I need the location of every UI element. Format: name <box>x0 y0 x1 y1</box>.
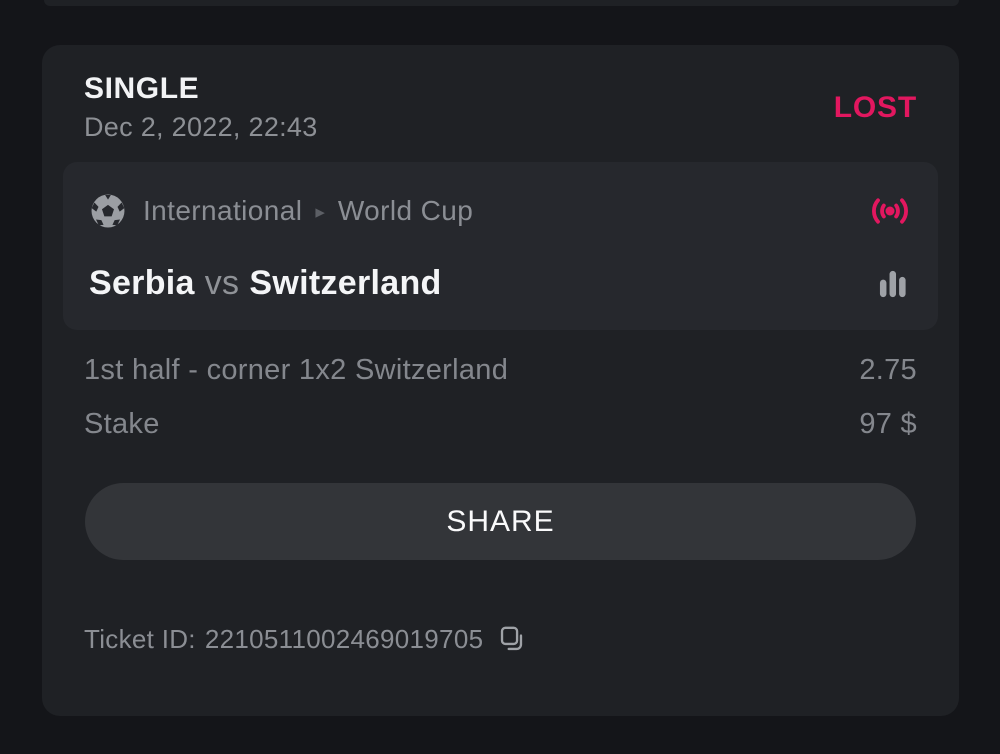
ticket-header: SINGLE Dec 2, 2022, 22:43 LOST <box>84 72 917 143</box>
bet-odds-value: 2.75 <box>859 354 917 386</box>
bet-selection-row: 1st half - corner 1x2 Switzerland 2.75 <box>84 354 917 387</box>
breadcrumb-separator-icon: ▸ <box>315 201 325 223</box>
ticket-id-label: Ticket ID: <box>84 624 196 654</box>
bet-type-label: SINGLE <box>84 72 200 105</box>
copy-icon[interactable] <box>498 625 525 654</box>
live-broadcast-icon <box>872 198 908 224</box>
match-card[interactable]: International ▸ World Cup Serbia vs Switze… <box>63 162 938 330</box>
status-badge: LOST <box>833 90 917 124</box>
stake-label: Stake <box>84 408 160 440</box>
ticket-header-left: SINGLE Dec 2, 2022, 22:43 <box>84 72 318 143</box>
ticket-id-row: Ticket ID: 2210511002469019705 <box>84 624 917 655</box>
bar-chart-icon[interactable] <box>872 267 912 301</box>
bet-ticket-card: SINGLE Dec 2, 2022, 22:43 LOST Internati… <box>42 45 959 716</box>
vs-label: vs <box>204 264 240 302</box>
share-button[interactable]: SHARE <box>85 483 916 560</box>
match-title-row: Serbia vs Switzerland <box>89 264 912 303</box>
previous-ticket-card-edge <box>44 0 959 6</box>
bet-datetime: Dec 2, 2022, 22:43 <box>84 112 318 142</box>
match-meta-row: International ▸ World Cup <box>89 191 912 231</box>
stake-row: Stake 97 $ <box>84 408 917 441</box>
bet-selection-label: 1st half - corner 1x2 Switzerland <box>84 354 509 386</box>
breadcrumb-category: International <box>143 195 303 226</box>
ticket-id-value: 2210511002469019705 <box>204 624 484 654</box>
home-team: Serbia <box>89 264 195 302</box>
breadcrumb-tournament: World Cup <box>337 195 474 226</box>
breadcrumb: International ▸ World Cup <box>143 195 868 227</box>
match-title: Serbia vs Switzerland <box>89 264 872 303</box>
soccer-ball-icon <box>91 194 125 228</box>
away-team: Switzerland <box>249 264 442 302</box>
stake-value: 97 $ <box>859 408 917 440</box>
